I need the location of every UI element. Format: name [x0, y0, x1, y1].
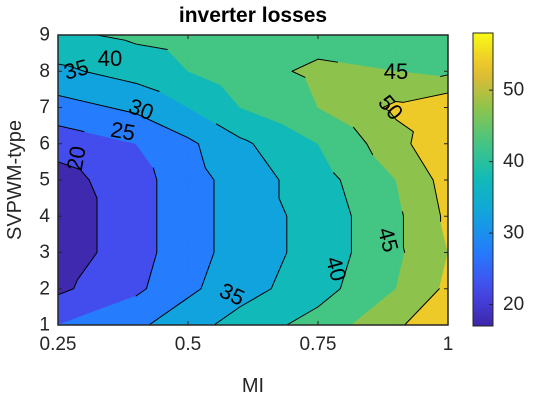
contour-label: 20: [62, 144, 91, 172]
contour-lines: [58, 35, 448, 325]
y-tick-label: 8: [39, 61, 50, 82]
colorbar-tick-label: 40: [503, 151, 524, 172]
y-tick-label: 9: [39, 25, 50, 46]
y-tick-label: 4: [39, 206, 50, 227]
y-tick-label: 5: [39, 170, 50, 191]
contour-line-50: [382, 92, 448, 325]
y-tick-label: 7: [39, 97, 50, 118]
y-tick-label: 1: [39, 315, 50, 336]
y-axis-label: SVPWM-type: [4, 120, 26, 240]
contour-line-40: [96, 35, 352, 325]
chart-title: inverter losses: [179, 4, 327, 27]
y-tick-label: 3: [39, 242, 50, 263]
contour-line-45: [291, 58, 448, 253]
contour-line-25: [58, 125, 158, 297]
contour-line-35: [58, 63, 288, 325]
contour-line-30: [58, 94, 215, 325]
contour-line-20: [58, 161, 98, 296]
colorbar-ticks: 20 30 40 50: [489, 80, 524, 315]
colorbar: [472, 32, 494, 327]
contour-label: 45: [384, 59, 408, 84]
x-tick-label: 0.75: [300, 334, 337, 355]
x-axis: 0.25 0.5 0.75 1: [40, 35, 454, 355]
colorbar-tick-label: 50: [503, 80, 524, 101]
x-axis-label: MI: [242, 375, 264, 397]
x-tick-label: 0.25: [40, 334, 77, 355]
contour-label: 25: [109, 117, 137, 146]
x-tick-label: 1: [443, 334, 454, 355]
colorbar-tick-label: 30: [503, 223, 524, 244]
colorbar-tick-label: 20: [503, 294, 524, 315]
y-tick-label: 6: [39, 133, 50, 154]
x-tick-label: 0.5: [175, 334, 201, 355]
y-tick-label: 2: [39, 278, 50, 299]
contour-label: 40: [98, 46, 122, 71]
